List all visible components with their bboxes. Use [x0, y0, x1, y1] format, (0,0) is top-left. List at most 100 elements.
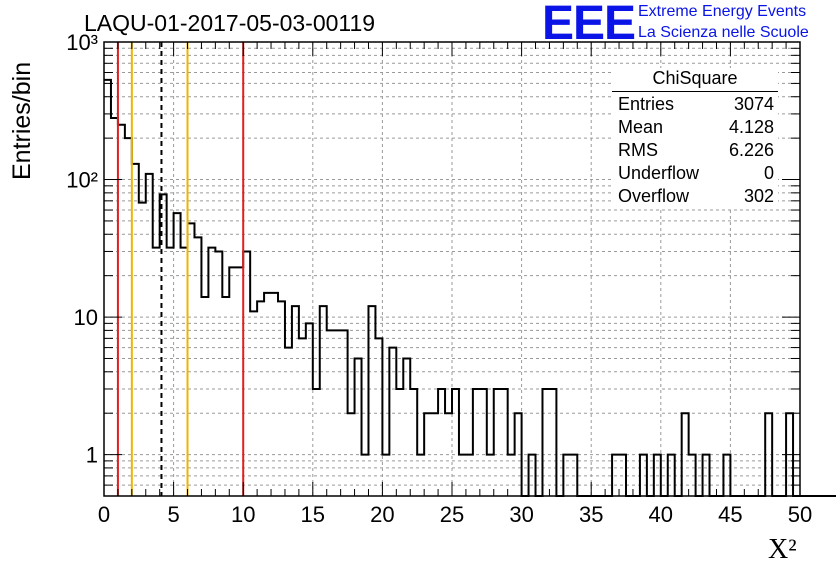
y-tick-label: 1 — [86, 443, 98, 468]
eee-logo: EEE — [542, 0, 636, 50]
histogram-bin — [487, 455, 494, 496]
histogram-bin — [445, 413, 452, 496]
histogram-bin — [153, 248, 160, 496]
histogram-bin — [703, 455, 710, 496]
stats-value: 3074 — [733, 94, 774, 114]
histogram-bin — [382, 455, 389, 496]
histogram-bin — [459, 455, 466, 496]
histogram-bin — [188, 223, 195, 496]
histogram-bin — [271, 293, 278, 496]
histogram-bin — [320, 306, 327, 496]
histogram-bin — [682, 413, 689, 496]
histogram-bin — [689, 455, 696, 496]
histogram-bin — [494, 389, 501, 496]
stats-label: Underflow — [618, 163, 700, 183]
stats-row-rms: RMS 6.226 — [618, 140, 774, 162]
histogram-bin — [612, 455, 619, 496]
histogram-bin — [285, 348, 292, 496]
histogram-bin — [313, 389, 320, 496]
histogram-bin — [201, 297, 208, 496]
histogram-bin — [640, 455, 647, 496]
histogram-bin — [348, 413, 355, 496]
histogram-bin — [299, 338, 306, 496]
histogram-bin — [549, 389, 556, 496]
y-axis-label: Entries/bin — [8, 61, 36, 180]
histogram-bin — [208, 248, 215, 496]
histogram-bin — [452, 389, 459, 496]
histogram-bin — [529, 455, 536, 496]
histogram-bin — [542, 389, 549, 496]
x-tick-label: 10 — [231, 502, 255, 527]
stats-title: ChiSquare — [612, 68, 778, 92]
histogram-bin — [167, 248, 174, 496]
stats-box: ChiSquare Entries 3074 Mean 4.128 RMS 6.… — [612, 68, 778, 208]
histogram-bin — [104, 80, 111, 496]
x-axis-label: X² — [768, 534, 797, 565]
histogram-bin — [723, 455, 730, 496]
histogram-bin — [438, 389, 445, 496]
histogram-bin — [146, 174, 153, 496]
histogram-bin — [264, 293, 271, 496]
stats-label: Entries — [618, 94, 675, 114]
stats-row-entries: Entries 3074 — [618, 94, 774, 116]
histogram-bin — [194, 237, 201, 496]
stats-value: 302 — [743, 186, 774, 206]
x-tick-label: 25 — [440, 502, 464, 527]
x-tick-label: 50 — [788, 502, 812, 527]
y-tick-label: 10³ — [66, 30, 98, 55]
histogram-bin — [222, 297, 229, 496]
histogram-bin — [278, 301, 285, 496]
x-tick-label: 30 — [509, 502, 533, 527]
histogram-bin — [515, 413, 522, 496]
histogram-bin — [473, 389, 480, 496]
stats-row-overflow: Overflow 302 — [618, 186, 774, 208]
histogram-bin — [410, 389, 417, 496]
histogram-bin — [139, 203, 146, 496]
histogram-bin — [563, 455, 570, 496]
y-tick-label: 10² — [66, 168, 98, 193]
histogram-bin — [362, 455, 369, 496]
histogram-bin — [125, 138, 132, 496]
histogram-bin — [174, 213, 181, 496]
histogram-bin — [508, 455, 515, 496]
stats-value: 6.226 — [728, 140, 774, 160]
x-tick-label: 20 — [370, 502, 394, 527]
histogram-bin — [417, 455, 424, 496]
histogram-bin — [181, 248, 188, 496]
histogram-bin — [389, 348, 396, 496]
stats-row-underflow: Underflow 0 — [618, 163, 774, 185]
histogram-bin — [396, 389, 403, 496]
y-tick-label: 10 — [74, 305, 98, 330]
histogram-bin — [355, 358, 362, 496]
histogram-bin — [368, 306, 375, 496]
stats-value: 0 — [763, 163, 774, 183]
run-title: LAQU-01-2017-05-03-00119 — [84, 10, 376, 36]
histogram-bin — [292, 306, 299, 496]
stats-label: Mean — [618, 117, 664, 137]
histogram-bin — [334, 330, 341, 496]
histogram-bin — [111, 118, 118, 496]
logo-subtitle-1: Extreme Energy Events — [638, 3, 807, 20]
histogram-bin — [431, 413, 438, 496]
histogram-bin — [257, 301, 264, 496]
histogram-bin — [327, 330, 334, 496]
histogram-bin — [236, 267, 243, 496]
histogram-bin — [250, 311, 257, 496]
histogram-bin — [668, 455, 675, 496]
histogram-bin — [243, 251, 250, 496]
histogram-bin — [403, 358, 410, 496]
stats-row-mean: Mean 4.128 — [618, 117, 774, 139]
histogram-bin — [229, 267, 236, 496]
stats-label: RMS — [618, 140, 658, 160]
logo-subtitle-2: La Scienza nelle Scuole — [638, 24, 809, 41]
x-tick-label: 5 — [167, 502, 179, 527]
histogram-bin — [654, 455, 661, 496]
histogram-bin — [501, 389, 508, 496]
x-tick-label: 45 — [718, 502, 742, 527]
histogram-bin — [424, 413, 431, 496]
histogram-bin — [570, 455, 577, 496]
histogram-bin — [118, 125, 125, 496]
histogram-bin — [341, 330, 348, 496]
histogram-bin — [466, 455, 473, 496]
